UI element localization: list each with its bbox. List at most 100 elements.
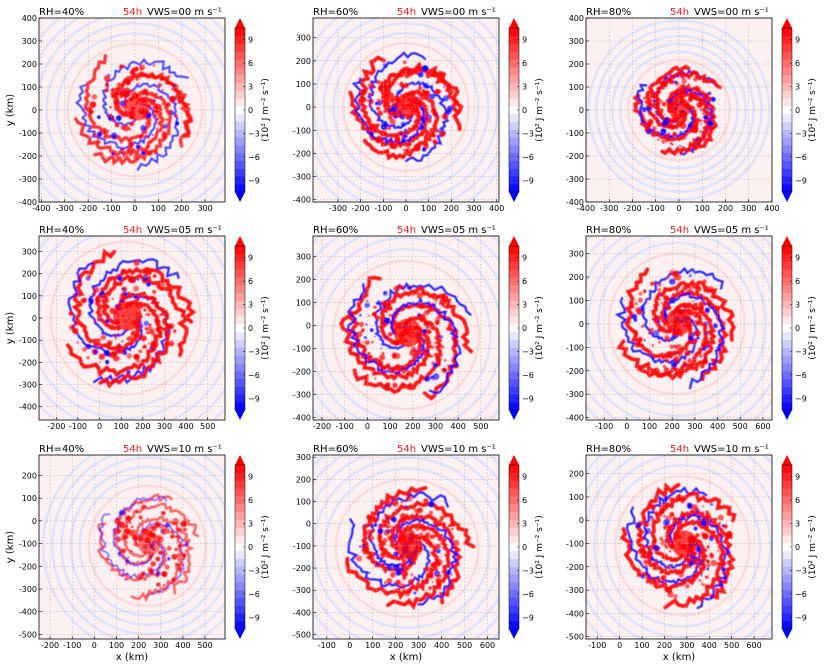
positive-cell bbox=[650, 504, 656, 510]
colorbar-bin bbox=[509, 74, 519, 83]
negative-cell bbox=[117, 275, 123, 281]
positive-cell bbox=[436, 348, 440, 351]
negative-cell bbox=[703, 115, 708, 120]
negative-cell bbox=[429, 93, 436, 100]
positive-cell bbox=[381, 549, 384, 552]
positive-cell bbox=[708, 330, 712, 333]
negative-cell bbox=[418, 124, 424, 131]
negative-cell bbox=[716, 345, 722, 352]
colorbar-bin bbox=[235, 316, 245, 325]
x-tick-label: 300 bbox=[411, 641, 426, 650]
colorbar-bin bbox=[509, 582, 519, 591]
positive-cell bbox=[392, 355, 396, 359]
positive-cell bbox=[102, 127, 107, 132]
positive-cell bbox=[402, 386, 405, 389]
colorbar-tick-label: −3 bbox=[248, 129, 260, 138]
positive-cell bbox=[377, 125, 379, 127]
colorbar: −9 −6 −3 0 3 6 9 (10² J m⁻² s⁻¹) bbox=[234, 236, 271, 420]
negative-cell bbox=[379, 367, 383, 370]
colorbar-bin bbox=[782, 74, 792, 83]
positive-cell bbox=[404, 590, 411, 597]
x-tick-label: 500 bbox=[457, 641, 472, 650]
axes-frame bbox=[312, 235, 500, 421]
x-tick-label: 500 bbox=[197, 641, 212, 650]
negative-cell bbox=[631, 313, 638, 320]
negative-cell bbox=[115, 115, 122, 121]
colorbar-tick-label: −6 bbox=[795, 371, 807, 380]
positive-cell bbox=[426, 329, 432, 335]
positive-cell bbox=[427, 572, 433, 578]
positive-cell bbox=[687, 285, 693, 291]
negative-cell bbox=[704, 331, 708, 335]
positive-cell bbox=[688, 295, 690, 298]
positive-cell bbox=[411, 363, 414, 365]
colorbar-tick-label: 9 bbox=[248, 473, 253, 482]
positive-cell bbox=[672, 131, 677, 137]
colorbar-bin bbox=[509, 59, 519, 68]
positive-cell bbox=[441, 345, 445, 349]
positive-band bbox=[348, 90, 430, 150]
positive-cell bbox=[439, 314, 442, 317]
negative-cell bbox=[692, 357, 694, 359]
colorbar-label: (10² J m⁻² s⁻¹) bbox=[535, 296, 545, 360]
positive-cell bbox=[427, 305, 432, 310]
negative-cell bbox=[184, 541, 189, 546]
colorbar-bin bbox=[235, 566, 245, 575]
negative-cell bbox=[671, 361, 678, 368]
positive-cell bbox=[397, 142, 403, 147]
positive-cell bbox=[436, 581, 442, 588]
positive-cell bbox=[669, 142, 673, 145]
colorbar-bin bbox=[235, 386, 245, 395]
positive-cell bbox=[356, 331, 363, 338]
y-tick-label: -500 bbox=[293, 631, 311, 640]
negative-cell bbox=[640, 574, 645, 579]
y-tick-label: -100 bbox=[293, 542, 311, 551]
colorbar-bin bbox=[235, 394, 245, 403]
negative-band bbox=[614, 297, 700, 365]
x-tick-label: 100 bbox=[695, 204, 710, 213]
positive-cell bbox=[407, 382, 413, 388]
y-tick-label: 300 bbox=[569, 37, 584, 46]
positive-band bbox=[94, 266, 197, 331]
colorbar-bin bbox=[509, 331, 519, 341]
positive-cell bbox=[692, 76, 698, 82]
positive-cell bbox=[645, 126, 650, 130]
colorbar-extend-max bbox=[782, 236, 792, 246]
colorbar-bin bbox=[235, 550, 245, 560]
positive-cell bbox=[400, 81, 403, 85]
colorbar-tick-label: 3 bbox=[248, 520, 253, 529]
positive-cell bbox=[361, 328, 365, 332]
core bbox=[396, 92, 420, 118]
axes: -300 -200 -100 0 100 200 300 400 -400 -300 -200 -10… bbox=[293, 34, 505, 213]
positive-band bbox=[361, 485, 428, 575]
colorbar-tick-label: 9 bbox=[248, 36, 253, 45]
rh-label: RH=80% bbox=[586, 7, 631, 18]
colorbar-bin bbox=[782, 613, 792, 622]
y-tick-label: -400 bbox=[293, 414, 311, 423]
outer-ring bbox=[331, 259, 481, 411]
positive-cell bbox=[386, 499, 392, 505]
colorbar-bin bbox=[509, 402, 519, 411]
positive-cell bbox=[638, 534, 642, 538]
positive-cell bbox=[664, 112, 666, 115]
positive-cell bbox=[405, 377, 409, 381]
colorbar-bin bbox=[235, 184, 245, 193]
x-tick-label: 0 bbox=[365, 422, 370, 431]
x-tick-label: 100 bbox=[109, 641, 124, 650]
positive-cell bbox=[396, 527, 403, 534]
positive-cell bbox=[367, 352, 371, 356]
positive-cell bbox=[456, 547, 458, 550]
x-tick-label: -100 bbox=[318, 641, 336, 650]
positive-cell bbox=[663, 77, 666, 81]
negative-cell bbox=[643, 339, 646, 342]
positive-cell bbox=[679, 71, 684, 76]
colorbar-bin bbox=[235, 496, 245, 505]
positive-cell bbox=[408, 143, 412, 147]
colorbar-bin bbox=[782, 331, 792, 341]
x-tick-label: 600 bbox=[746, 641, 761, 650]
colorbar-bin bbox=[509, 176, 519, 185]
positive-band bbox=[378, 286, 473, 354]
x-tick-label: 400 bbox=[451, 422, 466, 431]
x-tick-label: 400 bbox=[702, 641, 717, 650]
colorbar-bin bbox=[782, 621, 792, 630]
